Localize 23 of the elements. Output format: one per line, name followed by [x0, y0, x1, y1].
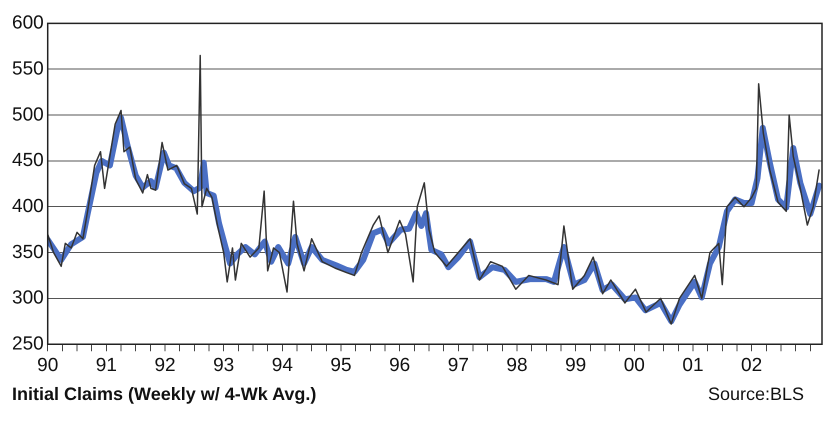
x-tick-label: 96	[389, 354, 410, 376]
x-tick-label: 02	[741, 354, 762, 376]
y-tick-label: 550	[12, 58, 44, 80]
x-tick-label: 95	[330, 354, 352, 376]
text: Initial Claims (Weekly w/ 4-Wk Avg.)	[12, 384, 316, 405]
y-tick-label: 600	[12, 12, 44, 34]
source-note: Source:BLS	[708, 384, 804, 405]
x-tick-label: 92	[154, 354, 176, 376]
x-tick-label: 01	[682, 354, 704, 376]
x-tick-label: 00	[624, 354, 645, 376]
x-tick-label: 91	[96, 354, 117, 376]
y-tick-label: 250	[12, 333, 44, 354]
x-tick-label: 93	[213, 354, 234, 376]
x-tick-label: 90	[37, 354, 58, 376]
x-tick-label: 97	[448, 354, 469, 376]
y-tick-label: 450	[12, 150, 44, 172]
x-tick-label: 99	[565, 354, 586, 376]
y-tick-label: 350	[12, 242, 44, 263]
x-tick-label: 98	[506, 354, 528, 376]
y-tick-label: 400	[12, 196, 44, 217]
x-tick-label: 94	[272, 354, 294, 376]
y-tick-label: 500	[12, 104, 44, 126]
y-tick-label: 300	[12, 288, 44, 309]
